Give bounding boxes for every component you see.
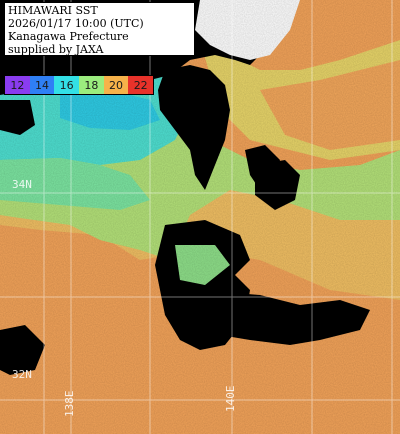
scale-cell-20: 20: [103, 76, 129, 94]
title-line-3: Kanagawa Prefecture: [8, 30, 129, 43]
scale-cell-14: 14: [29, 76, 55, 94]
lat-label-34n: 34N: [12, 178, 32, 191]
map-title-box: HIMAWARI SST 2026/01/17 10:00 (UTC) Kana…: [4, 2, 195, 56]
scale-cell-22: 22: [128, 76, 154, 94]
lon-label-140e: 140E: [224, 385, 237, 413]
title-line-4: supplied by JAXA: [8, 43, 104, 56]
title-line-2: 2026/01/17 10:00 (UTC): [8, 17, 144, 30]
temperature-color-scale: 12 14 16 18 20 22: [4, 75, 154, 95]
title-line-1: HIMAWARI SST: [8, 4, 98, 17]
scale-cell-18: 18: [79, 76, 104, 94]
scale-cell-16: 16: [54, 76, 80, 94]
lon-label-138e: 138E: [63, 390, 76, 418]
lat-label-32n: 32N: [12, 368, 32, 381]
scale-cell-12: 12: [5, 76, 30, 94]
